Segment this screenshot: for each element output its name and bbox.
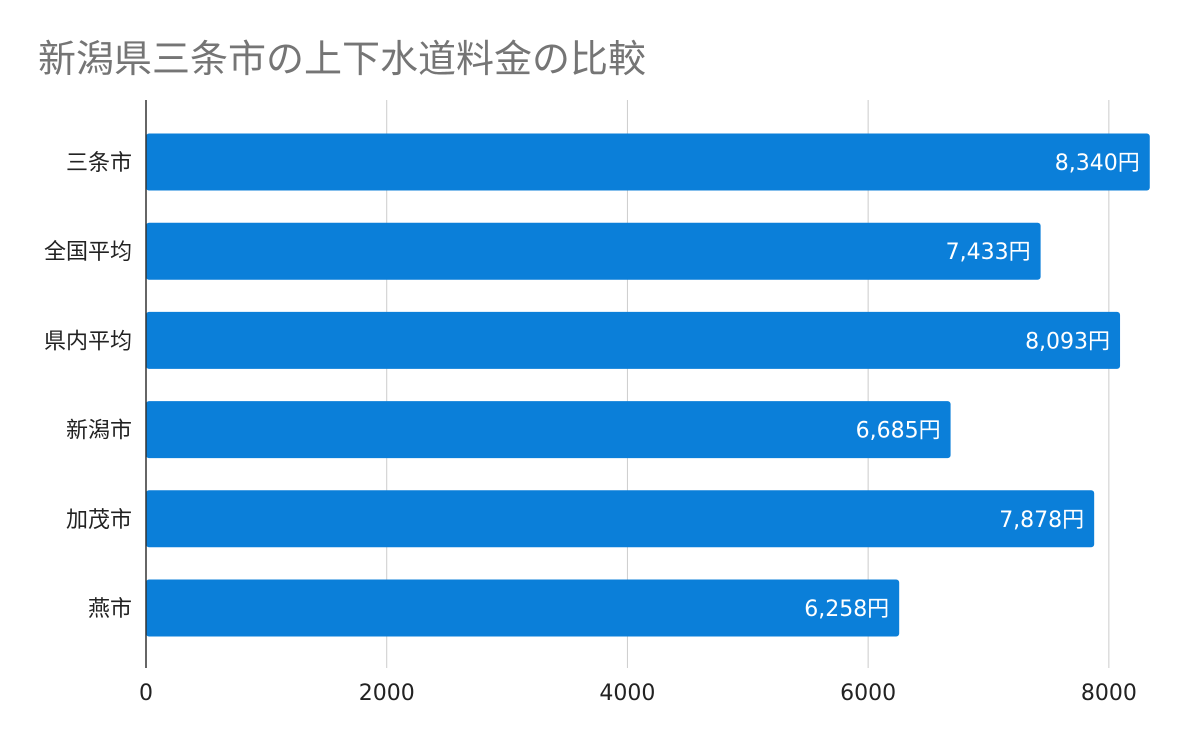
- data-label: 7,878円: [999, 508, 1084, 533]
- bar-0: [146, 133, 1150, 191]
- bar-3: [146, 401, 951, 459]
- data-label: 6,685円: [856, 419, 941, 444]
- x-tick-label: 0: [139, 681, 153, 706]
- category-label: 新潟市: [66, 419, 132, 444]
- x-tick-label: 8000: [1081, 681, 1137, 706]
- x-tick-label: 2000: [359, 681, 415, 706]
- x-tick-label: 4000: [599, 681, 655, 706]
- category-label: 燕市: [88, 597, 132, 622]
- chart-title: 新潟県三条市の上下水道料金の比較: [38, 37, 646, 81]
- gridlines: [386, 100, 1110, 668]
- x-axis-ticks: 0 2000 4000 6000 8000: [139, 681, 1137, 706]
- data-label: 8,340円: [1055, 151, 1140, 176]
- x-tick-label: 6000: [840, 681, 896, 706]
- category-label: 三条市: [66, 151, 132, 176]
- category-label: 全国平均: [44, 240, 132, 265]
- data-label: 8,093円: [1025, 329, 1110, 354]
- bar-1: [146, 222, 1041, 280]
- category-label: 県内平均: [44, 329, 132, 354]
- category-label: 加茂市: [66, 508, 132, 533]
- data-label: 7,433円: [946, 240, 1031, 265]
- data-label: 6,258円: [804, 597, 889, 622]
- bar-4: [146, 490, 1095, 548]
- bar-2: [146, 311, 1121, 369]
- bars: 8,340円 7,433円 8,093円 6,685円 7,878円 6,258円: [146, 133, 1150, 637]
- bar-5: [146, 579, 900, 637]
